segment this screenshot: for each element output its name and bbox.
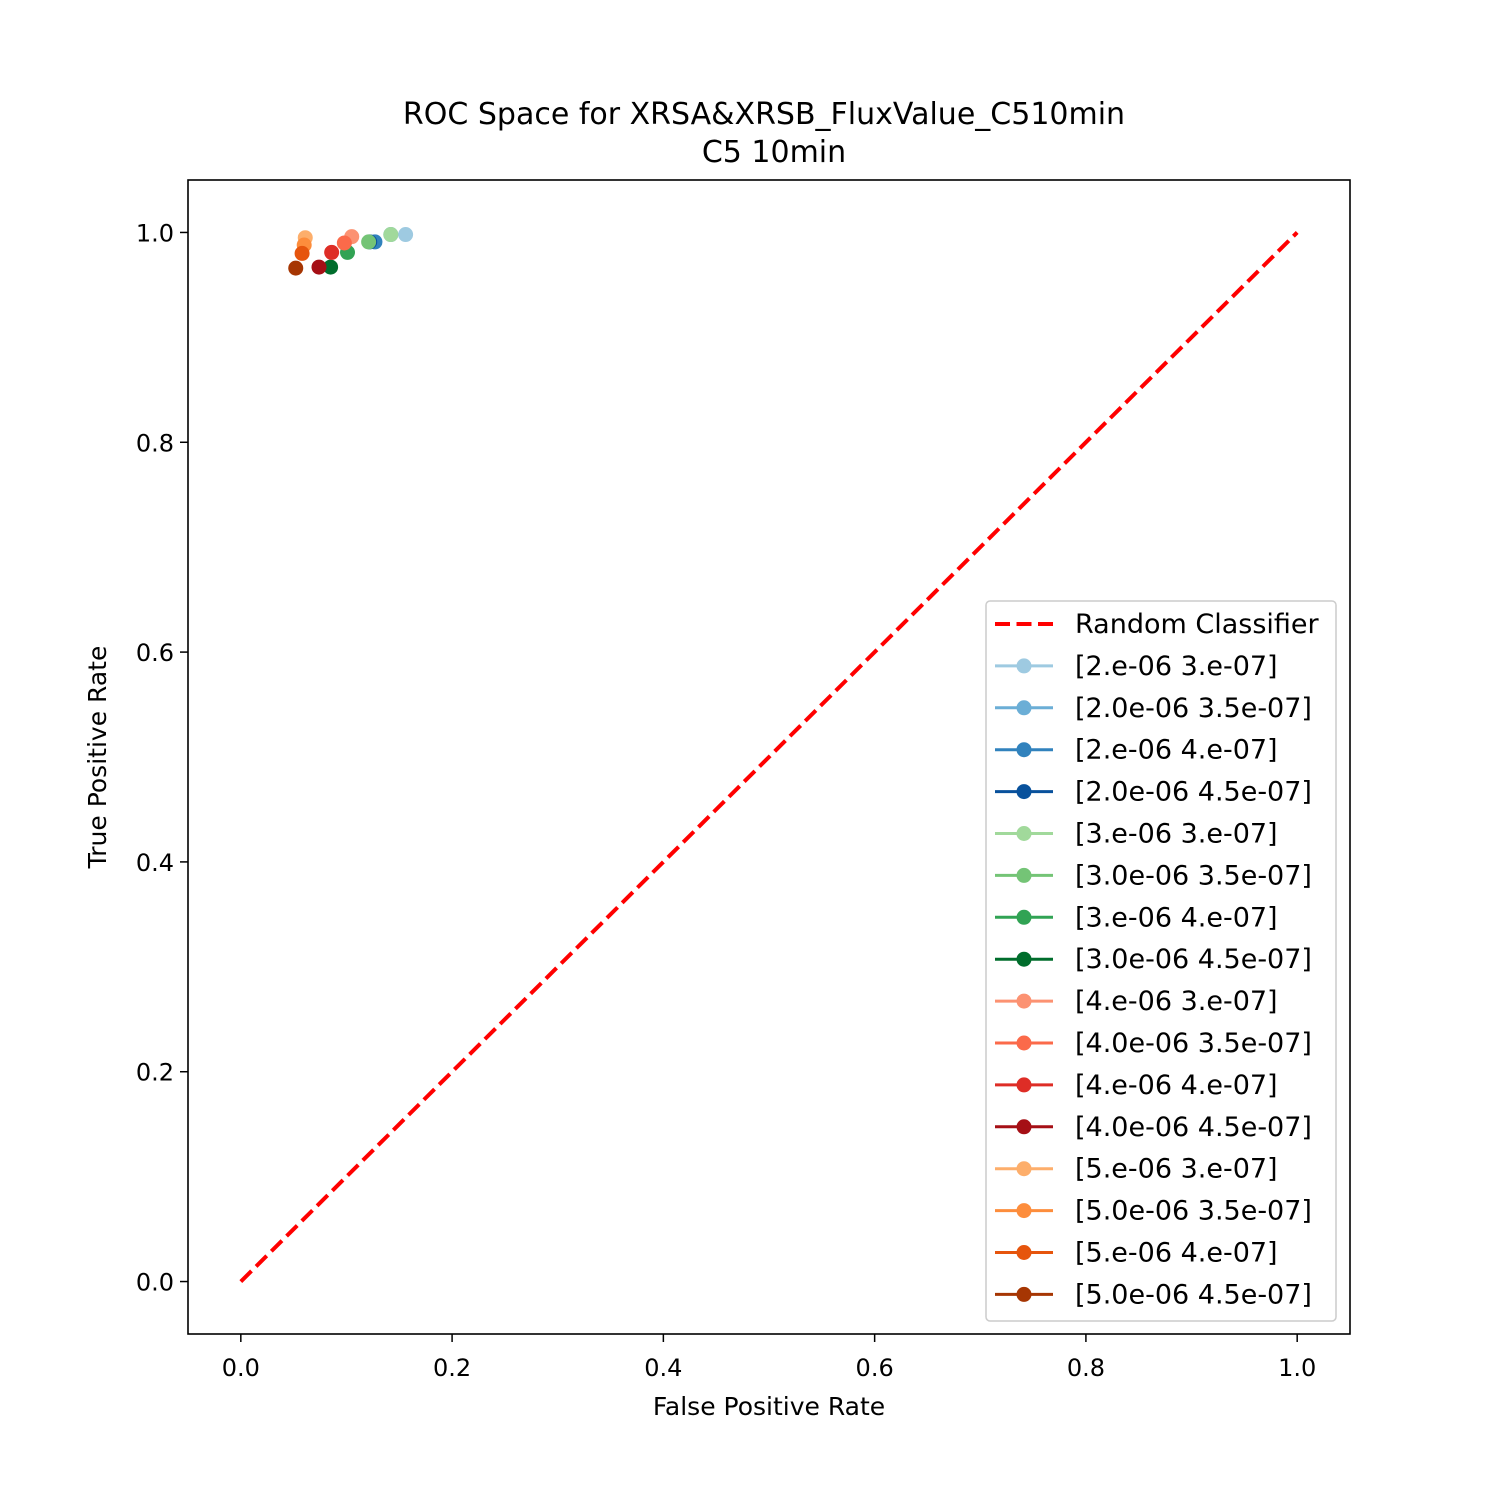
series-group [324,244,340,260]
y-tick-label: 0.4 [136,849,174,877]
x-tick-label: 0.2 [433,1354,471,1382]
y-axis-label: True Positive Rate [83,646,112,870]
legend-label: [2.0e-06 4.5e-07] [1075,777,1312,808]
legend-swatch-marker [1016,1035,1032,1051]
legend-swatch-marker [1016,951,1032,967]
legend-item: [2.e-06 4.e-07] [995,735,1278,766]
legend-item: [4.0e-06 3.5e-07] [995,1028,1312,1059]
legend-box [985,600,1337,1322]
legend-label: [4.e-06 3.e-07] [1075,986,1278,1017]
legend-item: [3.0e-06 4.5e-07] [995,944,1312,975]
data-point [383,227,399,243]
y-tick-label: 0.8 [136,429,174,457]
y-axis: 0.0 0.2 0.4 0.6 0.8 1.0 [136,219,188,1297]
series-group [361,234,377,250]
legend-item: [2.0e-06 3.5e-07] [995,693,1312,724]
legend-item: [2.e-06 3.e-07] [995,651,1278,682]
legend-label: [5.0e-06 3.5e-07] [1075,1196,1312,1227]
legend-swatch-marker [1016,784,1032,800]
legend-label: [2.0e-06 3.5e-07] [1075,693,1312,724]
legend-swatch-marker [1016,1286,1032,1302]
data-point [398,227,414,243]
legend-label: [4.0e-06 3.5e-07] [1075,1028,1312,1059]
legend-swatch-marker [1016,1161,1032,1177]
data-point [324,244,340,260]
legend-item: [4.e-06 3.e-07] [995,986,1278,1017]
data-point [311,259,327,275]
x-tick-label: 1.0 [1278,1354,1316,1382]
legend-item: [4.0e-06 4.5e-07] [995,1112,1312,1143]
legend-label: Random Classifier [1075,609,1320,640]
legend-swatch-marker [1016,867,1032,883]
legend-swatch-marker [1016,1077,1032,1093]
legend-label: [3.0e-06 3.5e-07] [1075,860,1312,891]
y-tick-label: 0.6 [136,639,174,667]
axes-frame [187,179,1351,1335]
legend-swatch-marker [1016,993,1032,1009]
legend: Random Classifier [2.e-06 3.e-07] [2.0e-06… [985,600,1337,1322]
x-axis: 0.0 0.2 0.4 0.6 0.8 1.0 [222,1334,1316,1382]
legend-swatch-marker [1016,909,1032,925]
legend-label: [4.e-06 4.e-07] [1075,1070,1278,1101]
series-group [383,227,399,243]
plot-area [239,227,1299,1283]
legend-item: [5.0e-06 3.5e-07] [995,1196,1312,1227]
y-tick-label: 1.0 [136,219,174,247]
legend-swatch-marker [1016,826,1032,841]
legend-label: [3.0e-06 4.5e-07] [1075,944,1312,975]
x-tick-label: 0.8 [1067,1354,1105,1382]
legend-label: [4.0e-06 4.5e-07] [1075,1112,1312,1143]
legend-item-random-classifier: Random Classifier [995,609,1320,640]
series-group [336,235,352,251]
series-group [311,259,327,275]
legend-item: [5.e-06 3.e-07] [995,1154,1278,1185]
x-axis-label: False Positive Rate [653,1392,885,1421]
legend-item: [5.0e-06 4.5e-07] [995,1279,1312,1310]
y-tick-label: 0.0 [136,1269,174,1297]
chart-subtitle: C5 10min [702,135,846,170]
legend-swatch-marker [1016,700,1032,716]
legend-label: [2.e-06 4.e-07] [1075,735,1278,766]
legend-item: [3.0e-06 3.5e-07] [995,860,1312,891]
legend-label: [5.e-06 4.e-07] [1075,1238,1278,1269]
legend-swatch-marker [1016,742,1032,758]
data-point [323,259,339,275]
y-tick-label: 0.2 [136,1059,174,1087]
data-point [288,260,304,276]
data-point [336,235,352,251]
legend-item: [4.e-06 4.e-07] [995,1070,1278,1101]
legend-label: [3.e-06 4.e-07] [1075,902,1278,933]
legend-label: [5.0e-06 4.5e-07] [1075,1279,1312,1310]
data-point [361,234,377,250]
chart-title: ROC Space for XRSA&XRSB_FluxValue_C510mi… [403,97,1125,132]
legend-item: [3.e-06 4.e-07] [995,902,1278,933]
legend-swatch-marker [1016,1245,1032,1260]
legend-swatch-marker [1016,1119,1032,1135]
legend-swatch-marker [1016,658,1032,674]
legend-label: [5.e-06 3.e-07] [1075,1154,1278,1185]
series-group [398,227,414,243]
legend-item: [3.e-06 3.e-07] [995,819,1278,850]
series-group [294,245,310,261]
x-tick-label: 0.6 [856,1354,894,1382]
x-tick-label: 0.0 [222,1354,260,1382]
series-group [323,259,339,275]
legend-label: [3.e-06 3.e-07] [1075,819,1278,850]
x-tick-label: 0.4 [644,1354,682,1382]
legend-swatch-marker [1016,1203,1032,1219]
legend-item: [5.e-06 4.e-07] [995,1238,1278,1269]
legend-label: [2.e-06 3.e-07] [1075,651,1278,682]
legend-item: [2.0e-06 4.5e-07] [995,777,1312,808]
data-point [294,245,310,261]
series-group [288,260,304,276]
random-classifier-line [239,231,1299,1283]
